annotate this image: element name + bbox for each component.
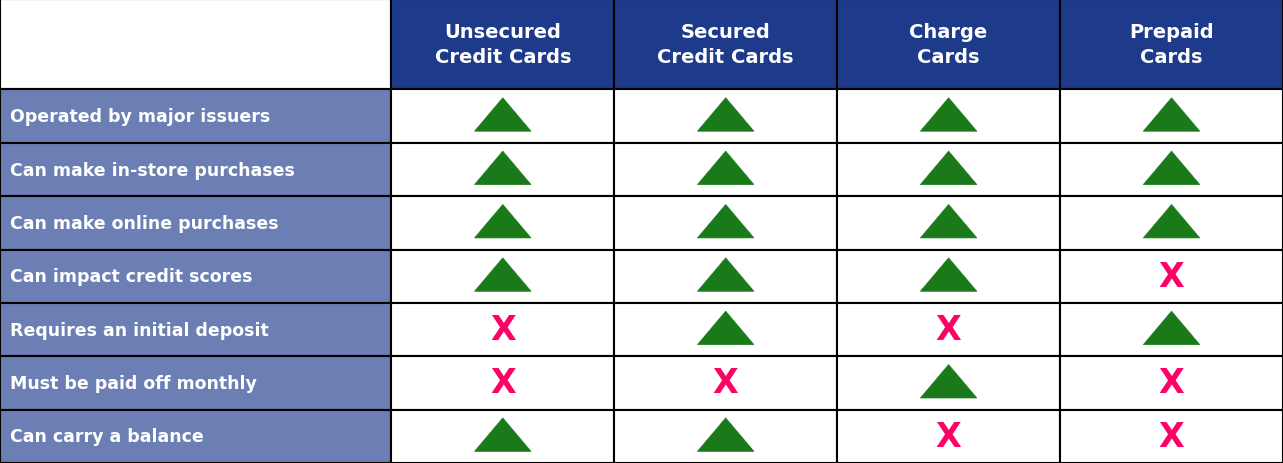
FancyBboxPatch shape xyxy=(1060,0,1283,90)
FancyBboxPatch shape xyxy=(391,90,615,144)
Text: X: X xyxy=(490,313,516,346)
FancyBboxPatch shape xyxy=(0,303,391,357)
FancyBboxPatch shape xyxy=(838,197,1060,250)
Text: X: X xyxy=(1159,260,1184,293)
FancyBboxPatch shape xyxy=(615,144,838,197)
Polygon shape xyxy=(1143,205,1200,238)
FancyBboxPatch shape xyxy=(0,144,391,197)
Polygon shape xyxy=(1143,99,1200,132)
FancyBboxPatch shape xyxy=(391,144,615,197)
Text: Secured
Credit Cards: Secured Credit Cards xyxy=(657,23,794,67)
FancyBboxPatch shape xyxy=(615,410,838,463)
FancyBboxPatch shape xyxy=(615,250,838,303)
FancyBboxPatch shape xyxy=(838,410,1060,463)
FancyBboxPatch shape xyxy=(1060,357,1283,410)
Polygon shape xyxy=(475,99,531,132)
Polygon shape xyxy=(475,258,531,292)
Text: Operated by major issuers: Operated by major issuers xyxy=(10,108,271,126)
Text: Requires an initial deposit: Requires an initial deposit xyxy=(10,321,269,339)
Polygon shape xyxy=(920,152,976,185)
FancyBboxPatch shape xyxy=(615,357,838,410)
FancyBboxPatch shape xyxy=(0,197,391,250)
Text: Charge
Cards: Charge Cards xyxy=(910,23,988,67)
FancyBboxPatch shape xyxy=(838,357,1060,410)
FancyBboxPatch shape xyxy=(615,303,838,357)
Polygon shape xyxy=(698,205,754,238)
Polygon shape xyxy=(920,258,976,292)
Polygon shape xyxy=(698,418,754,451)
Polygon shape xyxy=(920,365,976,398)
Polygon shape xyxy=(1143,152,1200,185)
Text: X: X xyxy=(1159,367,1184,400)
Polygon shape xyxy=(475,152,531,185)
Polygon shape xyxy=(698,312,754,345)
FancyBboxPatch shape xyxy=(615,90,838,144)
Text: Can make online purchases: Can make online purchases xyxy=(10,214,278,232)
FancyBboxPatch shape xyxy=(838,90,1060,144)
FancyBboxPatch shape xyxy=(0,250,391,303)
Text: X: X xyxy=(713,367,739,400)
FancyBboxPatch shape xyxy=(615,0,838,90)
Text: Can make in-store purchases: Can make in-store purchases xyxy=(10,161,295,179)
Polygon shape xyxy=(920,99,976,132)
Text: Must be paid off monthly: Must be paid off monthly xyxy=(10,374,257,392)
FancyBboxPatch shape xyxy=(391,410,615,463)
FancyBboxPatch shape xyxy=(391,250,615,303)
Polygon shape xyxy=(698,258,754,292)
Text: Can impact credit scores: Can impact credit scores xyxy=(10,268,253,286)
Polygon shape xyxy=(698,152,754,185)
Polygon shape xyxy=(698,99,754,132)
Polygon shape xyxy=(475,205,531,238)
FancyBboxPatch shape xyxy=(391,303,615,357)
Text: X: X xyxy=(1159,420,1184,453)
FancyBboxPatch shape xyxy=(838,144,1060,197)
Polygon shape xyxy=(475,418,531,451)
FancyBboxPatch shape xyxy=(838,0,1060,90)
Text: X: X xyxy=(935,313,961,346)
FancyBboxPatch shape xyxy=(0,90,391,144)
Polygon shape xyxy=(920,205,976,238)
FancyBboxPatch shape xyxy=(0,357,391,410)
FancyBboxPatch shape xyxy=(1060,250,1283,303)
FancyBboxPatch shape xyxy=(1060,144,1283,197)
FancyBboxPatch shape xyxy=(615,197,838,250)
FancyBboxPatch shape xyxy=(391,197,615,250)
FancyBboxPatch shape xyxy=(838,250,1060,303)
FancyBboxPatch shape xyxy=(1060,410,1283,463)
FancyBboxPatch shape xyxy=(391,0,615,90)
Polygon shape xyxy=(1143,312,1200,345)
Text: X: X xyxy=(490,367,516,400)
FancyBboxPatch shape xyxy=(0,0,391,90)
FancyBboxPatch shape xyxy=(1060,197,1283,250)
Text: Prepaid
Cards: Prepaid Cards xyxy=(1129,23,1214,67)
Text: Can carry a balance: Can carry a balance xyxy=(10,427,204,445)
Text: X: X xyxy=(935,420,961,453)
FancyBboxPatch shape xyxy=(1060,90,1283,144)
FancyBboxPatch shape xyxy=(838,303,1060,357)
FancyBboxPatch shape xyxy=(1060,303,1283,357)
Text: Unsecured
Credit Cards: Unsecured Credit Cards xyxy=(435,23,571,67)
FancyBboxPatch shape xyxy=(0,410,391,463)
FancyBboxPatch shape xyxy=(391,357,615,410)
